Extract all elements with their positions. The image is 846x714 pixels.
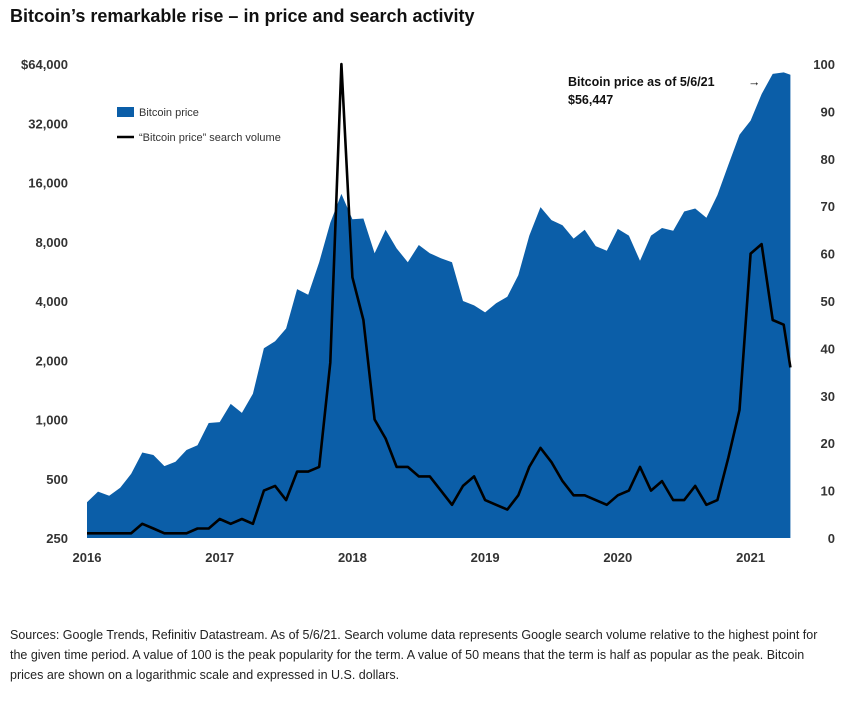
right-tick-label: 20	[821, 436, 835, 451]
left-tick-label: 1,000	[35, 413, 68, 428]
x-tick-label: 2016	[73, 550, 102, 565]
right-tick-label: 70	[821, 199, 835, 214]
legend-swatch-price	[117, 107, 134, 117]
left-tick-label: 500	[46, 472, 68, 487]
annotation-arrow: →	[748, 75, 761, 89]
left-tick-label: 4,000	[35, 294, 68, 309]
price-annotation: Bitcoin price as of 5/6/21 → $56,447	[568, 75, 761, 107]
x-tick-label: 2018	[338, 550, 367, 565]
price-area	[87, 72, 791, 539]
x-tick-label: 2021	[736, 550, 765, 565]
left-tick-label: 16,000	[28, 176, 68, 191]
left-tick-label: 8,000	[35, 235, 68, 250]
annotation-value: $56,447	[568, 93, 613, 107]
left-tick-label: 250	[46, 531, 68, 546]
search-line-layer	[87, 62, 792, 535]
right-tick-label: 50	[821, 294, 835, 309]
bitcoin-chart: 2505001,0002,0004,0008,00016,00032,000$6…	[21, 57, 835, 565]
x-tick-label: 2017	[205, 550, 234, 565]
left-tick-label: $64,000	[21, 57, 68, 72]
right-tick-label: 80	[821, 152, 835, 167]
right-tick-label: 90	[821, 104, 835, 119]
left-tick-label: 32,000	[28, 116, 68, 131]
right-tick-label: 30	[821, 389, 835, 404]
right-tick-label: 10	[821, 484, 835, 499]
legend: Bitcoin price “Bitcoin price” search vol…	[117, 107, 281, 144]
source-footnote: Sources: Google Trends, Refinitiv Datast…	[10, 628, 818, 682]
legend-label-search: “Bitcoin price” search volume	[139, 132, 281, 144]
right-tick-label: 40	[821, 341, 835, 356]
search-volume-line	[87, 62, 792, 535]
x-tick-label: 2020	[603, 550, 632, 565]
x-tick-label: 2019	[471, 550, 500, 565]
legend-label-price: Bitcoin price	[139, 107, 199, 119]
left-tick-label: 2,000	[35, 353, 68, 368]
left-axis-ticks: 250 500 1,000 2,000 4,000 8,000 16,000 32,000 $6…	[21, 57, 68, 546]
right-axis-ticks: 0 10 20 30 40 50 60 70 80 90 100	[813, 57, 835, 546]
right-tick-label: 0	[828, 531, 835, 546]
annotation-text: Bitcoin price as of 5/6/21	[568, 75, 715, 89]
price-area-layer	[87, 72, 791, 539]
x-axis-ticks: 2016 2017 2018 2019 2020 2021	[73, 550, 766, 565]
right-tick-label: 60	[821, 247, 835, 262]
right-tick-label: 100	[813, 57, 835, 72]
chart-title: Bitcoin’s remarkable rise – in price and…	[10, 6, 475, 26]
